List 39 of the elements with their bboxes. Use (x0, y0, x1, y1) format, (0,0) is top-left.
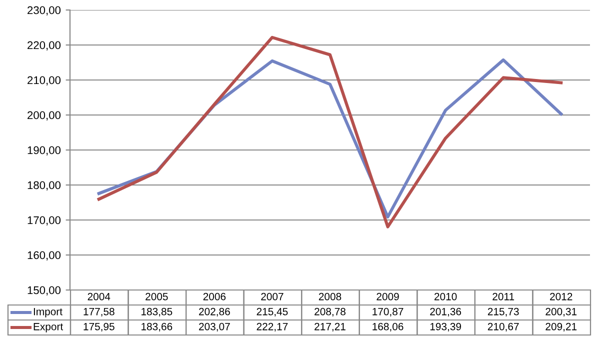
legend-label: Export (34, 323, 64, 332)
y-tick-label: 160,00 (28, 251, 61, 260)
x-tick-label: 2007 (261, 292, 284, 300)
data-label: 170,87 (372, 308, 404, 317)
line-series (97, 36, 563, 228)
x-tick-label: 2011 (492, 292, 514, 300)
x-tick-label: 2012 (550, 292, 572, 300)
y-tick-label: 220,00 (28, 41, 61, 50)
x-tick-label: 2008 (318, 292, 342, 300)
x-tick-label: 2009 (376, 292, 399, 300)
y-tick-label: 150,00 (28, 286, 61, 296)
data-label: 209,21 (546, 322, 577, 332)
legend-label: Import (34, 308, 62, 318)
data-label: 200,31 (546, 308, 577, 317)
y-tick-label: 200,00 (28, 111, 61, 120)
data-label: 183,66 (142, 322, 172, 332)
y-tick-label: 170,00 (28, 216, 61, 226)
data-label: 183,85 (142, 308, 172, 317)
y-tick-label: 190,00 (28, 146, 61, 156)
x-tick-label: 2005 (146, 292, 168, 300)
data-label: 215,73 (488, 308, 519, 317)
data-label: 215,45 (256, 308, 288, 317)
data-label: 203,07 (199, 322, 230, 332)
y-tick-label: 180,00 (28, 181, 61, 190)
y-tick-label: 230,00 (28, 6, 61, 16)
data-label: 222,17 (256, 322, 288, 332)
data-label: 217,21 (314, 322, 346, 332)
data-label: 168,06 (372, 322, 404, 332)
y-tick-label: 210,00 (28, 76, 61, 86)
data-label: 201,36 (430, 308, 462, 317)
x-tick-label: 2004 (88, 292, 110, 300)
data-label: 208,78 (314, 308, 346, 317)
data-label: 210,67 (488, 322, 519, 332)
x-tick-label: 2010 (434, 292, 457, 300)
data-label: 202,86 (199, 308, 230, 317)
data-label: 175,95 (84, 322, 114, 332)
x-tick-label: 2006 (203, 292, 226, 300)
data-label: 177,58 (84, 308, 114, 317)
data-label: 193,39 (430, 322, 461, 332)
